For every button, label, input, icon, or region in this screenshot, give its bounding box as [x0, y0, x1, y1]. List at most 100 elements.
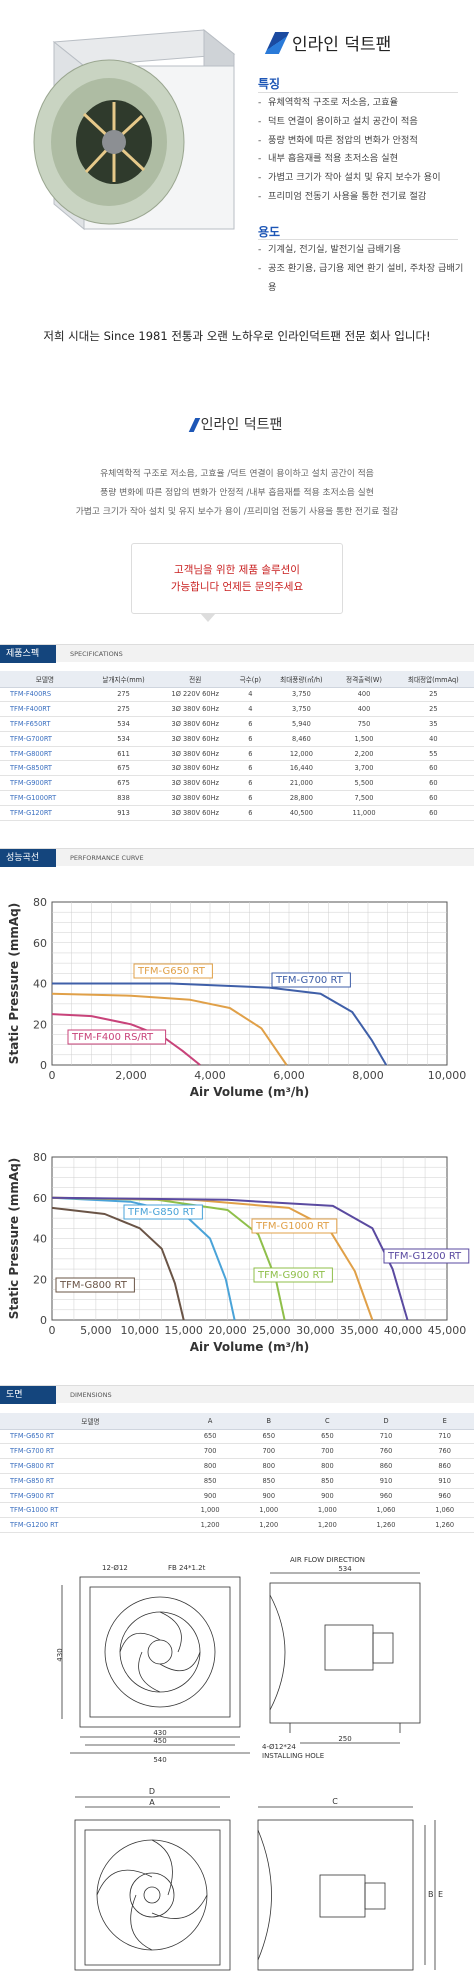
- performance-chart-1: 0 2,000 4,000 6,000 8,000 10,000 0 20 40 60 80 Air …: [7, 896, 467, 1099]
- x-tick-label: 45,000: [428, 1324, 467, 1337]
- x-axis-label: Air Volume (m³/h): [190, 1085, 310, 1099]
- x-tick-label: 0: [49, 1324, 56, 1337]
- usage-list: 기계실, 전기실, 발전기실 급배기용 공조 환기용, 급기용 제연 환기 설비…: [258, 241, 468, 297]
- col-header: 정격출력(W): [335, 671, 393, 688]
- table-cell: 800: [239, 1458, 299, 1474]
- model-cell: TFM-G1000 RT: [0, 1502, 181, 1519]
- impeller-outline-2: [96, 1839, 208, 1951]
- series-line: [51, 1196, 409, 1321]
- model-cell: TFM-G800RT: [0, 746, 90, 762]
- series-label-box: [67, 1029, 167, 1045]
- specs-table-wrap: 모델명 날개지수(mm) 전원 극수(p) 최대풍량(㎥/h) 정격출력(W) …: [0, 671, 474, 821]
- install-hole-label: INSTALLING HOLE: [262, 1752, 324, 1760]
- table-cell: 4: [233, 687, 268, 703]
- series-label: TFM-G800 RT: [59, 1280, 128, 1291]
- front-frame-2: [74, 1819, 231, 1971]
- series-label-box: [383, 1248, 470, 1264]
- col-header: 날개지수(mm): [89, 671, 158, 688]
- model-cell: TFM-G700RT: [0, 731, 90, 747]
- table-row: TFM-G900RT 675 3Ø 380V 60Hz 6 21,000 5,500 60: [0, 775, 474, 792]
- table-cell: 800: [180, 1458, 240, 1474]
- table-cell: 3Ø 380V 60Hz: [157, 805, 234, 821]
- x-tick-label: 15,000: [164, 1324, 203, 1337]
- table-cell: 3Ø 380V 60Hz: [157, 716, 234, 732]
- holes-label: 12-Ø12: [102, 1564, 128, 1572]
- features-heading: 특징: [258, 77, 281, 91]
- series-label: TFM-G700 RT: [275, 975, 344, 986]
- y-tick-label: 60: [33, 937, 47, 950]
- col-header: 극수(p): [233, 671, 268, 688]
- table-cell: 1,060: [415, 1502, 474, 1519]
- front-frame: [79, 1576, 241, 1728]
- table-cell: 60: [392, 805, 474, 821]
- center-title: 인라인 덕트팬: [200, 417, 283, 433]
- table-cell: 611: [89, 746, 158, 762]
- table-cell: 1,260: [356, 1517, 416, 1534]
- width-label-3: 540: [153, 1756, 166, 1764]
- model-cell: TFM-G1000RT: [0, 790, 90, 806]
- table-cell: 710: [356, 1429, 416, 1445]
- x-tick-label: 25,000: [252, 1324, 291, 1337]
- technical-drawing-2: D A C B E: [74, 1787, 443, 1971]
- series-line: [52, 982, 388, 1066]
- table-cell: 1,000: [180, 1502, 240, 1519]
- model-cell: TFM-F400RT: [0, 701, 90, 718]
- model-cell: TFM-G850 RT: [0, 1473, 181, 1489]
- col-header: 전원: [157, 671, 234, 688]
- table-cell: 860: [356, 1458, 416, 1474]
- contact-bubble: 고객님을 위한 제품 솔루션이 가능합니다 언제든 문의주세요: [131, 543, 343, 614]
- usage-item: 기계실, 전기실, 발전기실 급배기용: [258, 241, 468, 260]
- model-cell: TFM-G900RT: [0, 775, 90, 792]
- col-header: D: [356, 1413, 416, 1430]
- col-header: 모델명: [0, 671, 90, 688]
- table-cell: 25: [392, 687, 474, 703]
- table-cell: 860: [415, 1458, 474, 1474]
- model-cell: TFM-G700 RT: [0, 1443, 181, 1460]
- series-line: [51, 1206, 185, 1321]
- table-cell: 1,260: [415, 1517, 474, 1534]
- product-title-row: 인라인 덕트팬: [264, 30, 392, 55]
- col-header: E: [415, 1413, 474, 1430]
- table-cell: 6: [233, 731, 268, 747]
- col-header: B: [239, 1413, 299, 1430]
- table-cell: 900: [239, 1488, 299, 1504]
- table-row: TFM-G1000RT 838 3Ø 380V 60Hz 6 28,800 7,500 60: [0, 790, 474, 806]
- width-label-1: 430: [153, 1729, 166, 1737]
- table-cell: 1,200: [180, 1517, 240, 1534]
- model-cell: TFM-F400RS: [0, 687, 90, 703]
- dimensions-table: 모델명 A B C D E TFM-G650 RT 650 650 650 710 710…: [0, 1413, 474, 1534]
- series-label: TFM-G850 RT: [127, 1207, 196, 1218]
- x-tick-label: 10,000: [121, 1324, 160, 1337]
- table-cell: 960: [356, 1488, 416, 1504]
- dimensions-body: TFM-G650 RT 650 650 650 710 710 TFM-G700 RT 700…: [0, 1429, 474, 1534]
- series-label: TFM-G1200 RT: [387, 1251, 462, 1262]
- height-label: 430: [56, 1648, 64, 1661]
- dim-a-label: A: [149, 1798, 155, 1807]
- series-label-box: [253, 1267, 333, 1283]
- dimensions-table-wrap: 모델명 A B C D E TFM-G650 RT 650 650 650 710 710…: [0, 1413, 474, 1534]
- series-label: TFM-G1000 RT: [255, 1221, 330, 1232]
- center-title-row: 인라인 덕트팬: [0, 414, 474, 434]
- product-title: 인라인 덕트팬: [292, 35, 392, 55]
- table-cell: 3,750: [267, 687, 336, 703]
- specs-sub: SPECIFICATIONS: [70, 650, 123, 658]
- table-cell: 1,060: [356, 1502, 416, 1519]
- x-tick-label: 10,000: [428, 1069, 467, 1082]
- x-tick-label: 35,000: [340, 1324, 379, 1337]
- table-cell: 1,200: [298, 1517, 357, 1534]
- center-slash-icon: [188, 418, 200, 432]
- dimensions-sub: DIMENSIONS: [70, 1391, 112, 1399]
- table-row: TFM-G1000 RT 1,000 1,000 1,000 1,060 1,060: [0, 1502, 474, 1519]
- table-cell: 55: [392, 746, 474, 762]
- y-tick-label: 20: [33, 1273, 47, 1286]
- table-cell: 760: [415, 1443, 474, 1460]
- x-tick-label: 2,000: [115, 1069, 147, 1082]
- table-row: TFM-G700RT 534 3Ø 380V 60Hz 6 8,460 1,500 40: [0, 731, 474, 747]
- table-cell: 800: [298, 1458, 357, 1474]
- col-header: 최대정압(mmAq): [392, 671, 474, 688]
- dimensions-label: 도면: [0, 1386, 56, 1404]
- dimensions-header-row: 모델명 A B C D E: [0, 1413, 474, 1430]
- table-cell: 760: [356, 1443, 416, 1460]
- table-cell: 913: [89, 805, 158, 821]
- model-cell: TFM-G850RT: [0, 760, 90, 777]
